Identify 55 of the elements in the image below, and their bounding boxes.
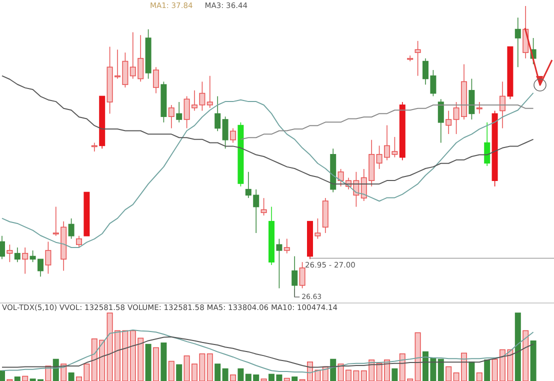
bar xyxy=(0,370,5,381)
candlestick xyxy=(214,96,221,132)
candlestick xyxy=(153,66,159,94)
bar xyxy=(330,358,336,381)
candlestick xyxy=(76,235,82,248)
candlestick xyxy=(292,256,298,298)
bar xyxy=(446,366,452,381)
candlestick xyxy=(438,98,444,144)
bar xyxy=(206,353,213,381)
bar xyxy=(514,312,521,381)
candlestick xyxy=(260,198,267,216)
bar xyxy=(292,376,298,381)
bar xyxy=(530,340,536,381)
bar xyxy=(284,378,290,381)
bar xyxy=(392,368,398,381)
bar xyxy=(438,358,444,381)
candlestick xyxy=(284,238,290,254)
candlestick xyxy=(476,102,482,114)
bar xyxy=(468,362,475,381)
bar xyxy=(476,372,482,381)
candlestick xyxy=(206,75,213,108)
candlestick xyxy=(414,40,421,76)
candlestick xyxy=(45,241,52,274)
candlestick xyxy=(168,104,174,129)
bar xyxy=(14,376,20,381)
bar xyxy=(230,374,236,381)
candlestick xyxy=(446,110,452,134)
bar xyxy=(522,330,529,381)
candlestick xyxy=(22,247,28,274)
candlestick xyxy=(276,238,282,289)
candlestick xyxy=(314,218,321,240)
bar xyxy=(238,368,244,381)
candlestick xyxy=(68,218,74,240)
candlestick xyxy=(0,235,5,260)
candlestick xyxy=(14,247,20,262)
candlestick xyxy=(514,17,521,68)
candlestick xyxy=(484,122,490,166)
candlestick xyxy=(500,81,506,129)
candlestick xyxy=(230,128,236,144)
bar xyxy=(153,347,159,381)
bar xyxy=(214,364,221,381)
bar xyxy=(160,342,167,381)
bar xyxy=(222,368,228,381)
bar xyxy=(168,360,174,381)
candlestick xyxy=(299,262,306,289)
bar xyxy=(484,360,490,381)
candlestick xyxy=(222,116,228,149)
candlestick xyxy=(6,244,13,262)
candlestick xyxy=(468,78,475,120)
bar xyxy=(68,372,74,381)
bar xyxy=(176,364,182,381)
candlestick xyxy=(176,102,182,123)
bar xyxy=(145,344,152,381)
bar xyxy=(22,376,28,381)
bar xyxy=(414,332,421,381)
